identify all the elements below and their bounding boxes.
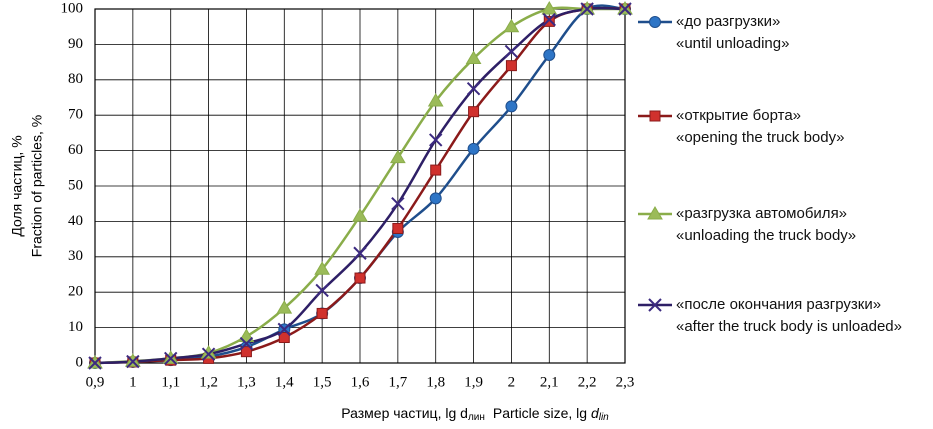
marker xyxy=(467,142,480,155)
marker xyxy=(200,345,217,359)
x-tick-label: 2 xyxy=(508,374,516,390)
marker xyxy=(427,93,444,107)
x-tick-label: 2,1 xyxy=(540,374,559,390)
y-axis-label: Fraction of particles, % xyxy=(29,115,45,257)
y-tick-label: 50 xyxy=(68,177,83,193)
marker xyxy=(503,18,520,33)
marker xyxy=(618,2,632,16)
marker xyxy=(580,2,594,16)
legend-entry: «до разгрузки» «until unloading» xyxy=(676,13,790,52)
x-tick-label: 2,3 xyxy=(616,374,635,390)
marker xyxy=(543,15,555,27)
marker xyxy=(505,60,517,72)
marker xyxy=(542,12,556,27)
marker xyxy=(164,351,178,366)
marker xyxy=(429,192,442,205)
x-tick-label: 1,8 xyxy=(426,374,445,390)
y-tick-label: 40 xyxy=(68,213,83,229)
marker xyxy=(238,328,255,342)
marker xyxy=(504,44,519,59)
y-axis-label: Доля частиц, % xyxy=(9,135,25,236)
marker xyxy=(278,332,290,344)
marker xyxy=(276,300,293,314)
x-label-part: d xyxy=(591,405,600,421)
x-label-part: lin xyxy=(599,412,609,423)
x-tick-label: 0,9 xyxy=(86,374,105,390)
x-label-part: Размер частиц, lg d xyxy=(341,405,468,421)
y-tick-label: 10 xyxy=(68,319,83,335)
x-tick-label: 2,2 xyxy=(578,374,597,390)
x-tick-label: 1,9 xyxy=(464,374,483,390)
y-tick-label: 30 xyxy=(68,248,83,264)
marker xyxy=(316,307,328,319)
marker xyxy=(468,106,480,118)
x-tick-label: 1,2 xyxy=(199,374,218,390)
y-tick-label: 20 xyxy=(68,284,83,300)
y-tick-label: 100 xyxy=(61,0,84,16)
y-tick-label: 70 xyxy=(68,107,83,123)
x-tick-label: 1,7 xyxy=(388,374,407,390)
x-tick-label: 1,5 xyxy=(313,374,332,390)
x-tick-label: 1,6 xyxy=(351,374,370,390)
x-tick-label: 1,4 xyxy=(275,374,294,390)
marker xyxy=(88,356,102,370)
marker xyxy=(240,346,252,358)
marker xyxy=(541,1,558,15)
marker xyxy=(314,261,331,275)
legend-entry: «открытие борта» «opening the truck body… xyxy=(676,107,845,146)
marker xyxy=(352,208,368,222)
x-axis-label: Размер частиц, lg dлин Particle size, lg … xyxy=(341,405,609,423)
marker xyxy=(126,354,140,369)
marker xyxy=(543,49,556,62)
marker xyxy=(429,133,443,147)
x-label-part: Particle size, lg xyxy=(493,405,591,421)
marker xyxy=(505,100,518,113)
marker xyxy=(201,347,216,361)
x-tick-label: 1,1 xyxy=(161,374,180,390)
marker xyxy=(353,246,367,260)
marker xyxy=(315,283,329,298)
y-tick-label: 0 xyxy=(76,354,84,370)
marker xyxy=(389,149,406,164)
legend-marker xyxy=(649,110,661,122)
y-tick-label: 80 xyxy=(68,71,83,87)
marker xyxy=(391,196,405,211)
marker xyxy=(430,164,442,176)
legend-marker xyxy=(649,16,661,28)
marker xyxy=(354,272,366,284)
marker xyxy=(466,81,481,96)
marker xyxy=(465,50,482,65)
legend-entry: «разгрузка автомобиля» «unloading the tr… xyxy=(676,205,857,244)
x-tick-label: 1 xyxy=(129,374,137,390)
y-tick-label: 60 xyxy=(68,142,83,158)
legend-marker xyxy=(648,298,662,312)
plot-frame xyxy=(94,8,626,364)
marker xyxy=(392,222,404,234)
legend-marker xyxy=(647,206,663,220)
legend-entry: «после окончания разгрузки» «after the t… xyxy=(676,296,902,335)
x-label-part: лин xyxy=(468,412,485,423)
marker xyxy=(239,336,254,351)
y-tick-label: 90 xyxy=(68,36,83,52)
marker xyxy=(277,322,291,337)
x-tick-label: 1,3 xyxy=(237,374,256,390)
